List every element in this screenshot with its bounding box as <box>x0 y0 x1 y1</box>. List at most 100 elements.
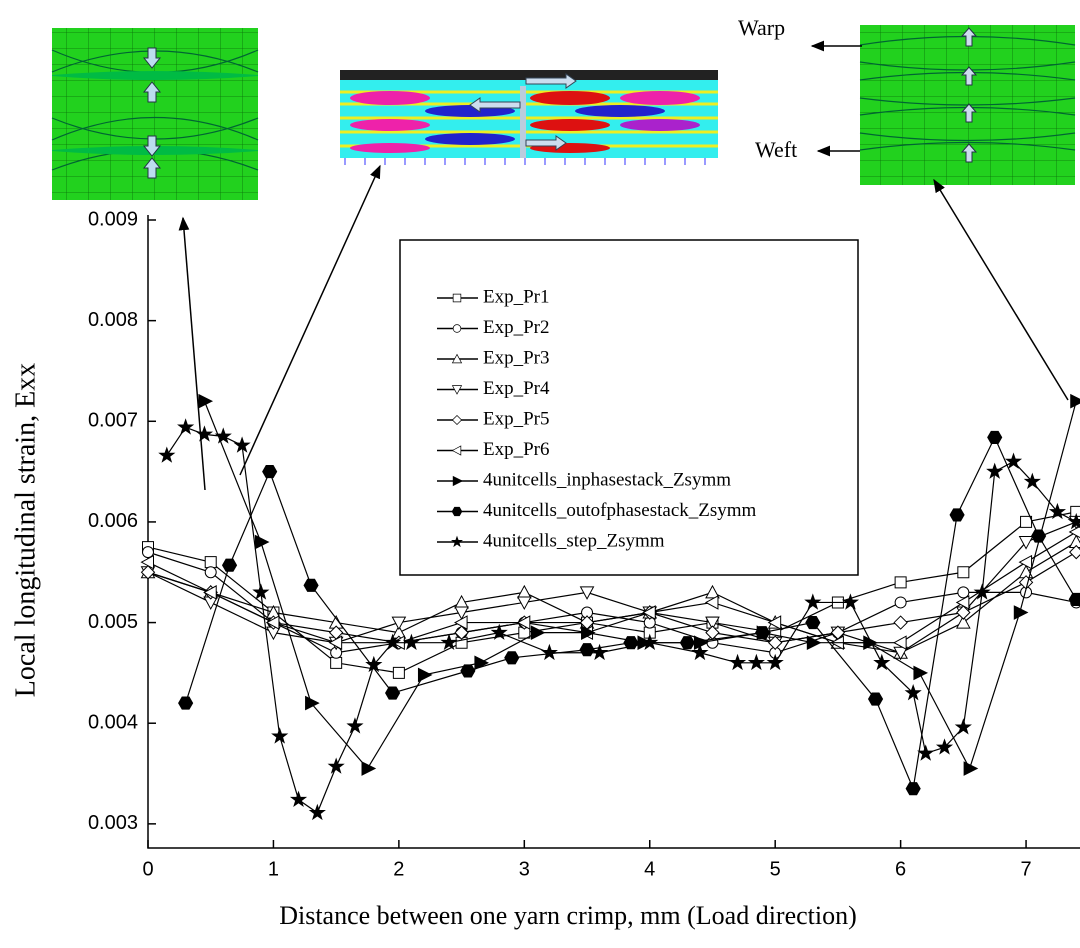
data-point <box>642 605 656 620</box>
data-point <box>221 558 238 572</box>
legend-marker <box>451 353 463 364</box>
data-point <box>474 655 490 671</box>
data-point <box>328 635 343 651</box>
data-point <box>140 565 156 580</box>
data-point <box>1020 515 1033 528</box>
data-point <box>142 546 154 559</box>
data-point <box>271 727 289 744</box>
x-tick-label: 7 <box>1020 858 1031 880</box>
x-tick-label: 5 <box>770 858 781 880</box>
data-point <box>705 616 720 631</box>
data-point <box>905 782 921 796</box>
data-point <box>516 615 531 630</box>
legend-label: Exp_Pr3 <box>483 347 550 368</box>
data-point <box>873 653 891 671</box>
legend-label: 4unitcells_inphasestack_Zsymm <box>483 469 731 490</box>
data-point <box>893 646 908 661</box>
y-tick-label: 0.006 <box>88 510 138 532</box>
weft-label: Weft <box>755 137 797 162</box>
data-point <box>1018 536 1034 550</box>
data-point <box>198 393 214 409</box>
warp-label: Warp <box>738 15 785 40</box>
data-point <box>955 595 970 610</box>
data-point <box>767 615 782 630</box>
series <box>178 430 1080 796</box>
data-point <box>1023 472 1041 489</box>
data-point <box>1031 529 1047 543</box>
data-point <box>894 576 907 589</box>
legend-label: 4unitcells_step_Zsymm <box>483 530 665 551</box>
legend-marker <box>452 293 462 303</box>
data-point <box>893 635 907 651</box>
series-line <box>147 521 1077 654</box>
y-tick-label: 0.003 <box>88 812 138 834</box>
data-point <box>679 636 695 650</box>
x-tick-label: 3 <box>519 858 530 880</box>
data-point <box>767 635 783 650</box>
data-point <box>1013 605 1029 620</box>
data-point <box>841 593 860 610</box>
data-point <box>440 633 458 651</box>
legend-marker <box>451 414 463 426</box>
data-point <box>949 508 965 522</box>
data-point <box>361 761 377 776</box>
series-line <box>185 435 1077 791</box>
data-point <box>305 695 320 711</box>
inset-compression <box>51 28 259 200</box>
y-tick-label: 0.007 <box>88 410 138 432</box>
data-point <box>177 418 195 435</box>
data-point <box>402 633 420 651</box>
legend-marker <box>450 535 464 548</box>
series-line <box>166 426 1077 814</box>
legend-marker <box>451 506 463 517</box>
data-point <box>490 623 508 640</box>
data-point <box>346 717 364 734</box>
y-tick-label: 0.004 <box>88 711 138 733</box>
data-point <box>516 596 532 610</box>
data-point <box>214 427 232 444</box>
data-point <box>252 583 270 600</box>
data-point <box>893 615 908 630</box>
data-point <box>308 803 326 821</box>
data-point <box>204 566 217 579</box>
data-point <box>454 615 468 630</box>
data-point <box>581 625 596 640</box>
legend-label: Exp_Pr1 <box>483 286 550 307</box>
data-point <box>417 667 433 683</box>
data-point <box>1068 525 1080 539</box>
data-point <box>204 556 217 569</box>
series-line <box>147 551 1077 644</box>
x-tick-label: 0 <box>142 858 153 880</box>
data-point <box>704 595 719 610</box>
data-point <box>957 566 970 579</box>
data-point <box>579 586 595 600</box>
data-point <box>863 635 878 651</box>
data-point <box>766 653 784 671</box>
data-point <box>954 718 972 735</box>
data-point <box>140 554 154 570</box>
legend-label: Exp_Pr5 <box>483 408 550 429</box>
x-axis-title: Distance between one yarn crimp, mm (Loa… <box>279 901 857 930</box>
data-point <box>986 462 1004 479</box>
data-point <box>504 651 520 665</box>
x-tick-label: 2 <box>393 858 404 880</box>
data-point <box>973 583 991 600</box>
x-tick-label: 6 <box>895 858 906 880</box>
data-point <box>303 578 319 592</box>
data-point <box>392 666 405 679</box>
series-line <box>147 531 1077 644</box>
data-point <box>327 757 345 774</box>
legend-marker <box>451 445 462 456</box>
data-point <box>1068 534 1080 549</box>
legend-label: 4unitcells_outofphasestack_Zsymm <box>483 500 757 521</box>
data-point <box>805 616 821 630</box>
data-point <box>755 626 771 640</box>
data-point <box>1069 544 1080 560</box>
data-point <box>957 586 970 599</box>
data-point <box>987 430 1003 444</box>
data-point <box>1067 512 1080 530</box>
data-point <box>804 593 822 610</box>
legend-label: Exp_Pr4 <box>483 378 550 399</box>
data-point <box>233 436 251 453</box>
